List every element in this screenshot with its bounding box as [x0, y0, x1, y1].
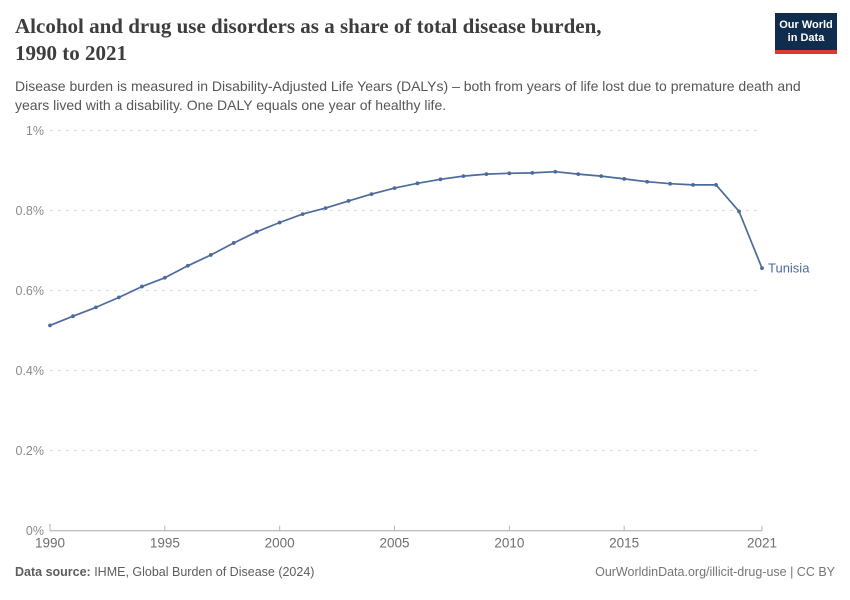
data-point [231, 241, 236, 245]
owid-logo: Our World in Data [775, 13, 837, 54]
y-axis-label: 0.8% [16, 204, 45, 218]
data-point [622, 177, 627, 181]
x-axis-label: 2000 [265, 536, 295, 551]
data-point [576, 172, 581, 177]
data-point [117, 295, 121, 300]
y-axis-label: 0% [26, 524, 44, 538]
data-point [277, 220, 282, 225]
data-point [737, 209, 741, 214]
credit-link: OurWorldinData.org/illicit-drug-use | CC… [595, 565, 835, 579]
data-point [323, 206, 328, 211]
chart-subtitle: Disease burden is measured in Disability… [15, 78, 801, 113]
owid-logo-line1: Our World [779, 19, 833, 31]
x-axis-label: 2015 [609, 536, 639, 551]
data-point [94, 305, 98, 310]
data-point [668, 181, 673, 186]
data-point [254, 229, 259, 234]
data-point [369, 192, 374, 197]
data-point [71, 314, 75, 319]
x-axis-label: 2010 [494, 536, 524, 551]
chart-footer: Data source: IHME, Global Burden of Dise… [15, 565, 835, 579]
data-point [530, 171, 535, 175]
data-point [645, 179, 650, 184]
y-axis-label: 1% [26, 124, 44, 138]
x-axis-label: 1990 [35, 536, 65, 551]
data-point [553, 169, 558, 174]
data-point [346, 199, 351, 203]
data-point [208, 253, 213, 257]
series-label: Tunisia [768, 261, 810, 276]
x-axis-label: 2005 [379, 536, 409, 551]
chart-canvas: 0% 0.2% 0.4% 0.6% 0.8% 1% 1990 1995 2000 2005 2010… [16, 124, 811, 551]
data-point [139, 284, 144, 289]
data-source: Data source: IHME, Global Burden of Dise… [15, 565, 314, 579]
data-point [300, 212, 305, 217]
y-axis-label: 0.2% [16, 444, 45, 458]
data-point [48, 323, 52, 328]
data-point [691, 183, 695, 187]
owid-logo-line2: in Data [787, 32, 825, 44]
x-axis-label: 2021 [747, 536, 777, 551]
chart-title-line1: Alcohol and drug use disorders as a shar… [15, 14, 602, 38]
data-point [461, 174, 466, 179]
data-point [438, 177, 443, 182]
chart-title-line2: 1990 to 2021 [15, 41, 127, 65]
data-point [714, 183, 718, 187]
data-point [415, 181, 420, 186]
data-point [162, 275, 167, 280]
data-point [484, 172, 489, 177]
y-axis-label: 0.6% [16, 284, 45, 298]
data-point [599, 174, 604, 179]
y-axis-label: 0.4% [16, 364, 45, 378]
trend-line [49, 170, 763, 327]
chart-title: Alcohol and drug use disorders as a shar… [15, 13, 602, 67]
data-point [507, 171, 512, 176]
chart-header: Alcohol and drug use disorders as a shar… [15, 13, 837, 67]
data-source-text: IHME, Global Burden of Disease (2024) [90, 565, 315, 579]
data-source-label: Data source: [15, 565, 91, 579]
x-axis-label: 1995 [150, 536, 180, 551]
data-point [760, 266, 764, 271]
data-point [185, 263, 190, 268]
data-point [392, 186, 397, 191]
